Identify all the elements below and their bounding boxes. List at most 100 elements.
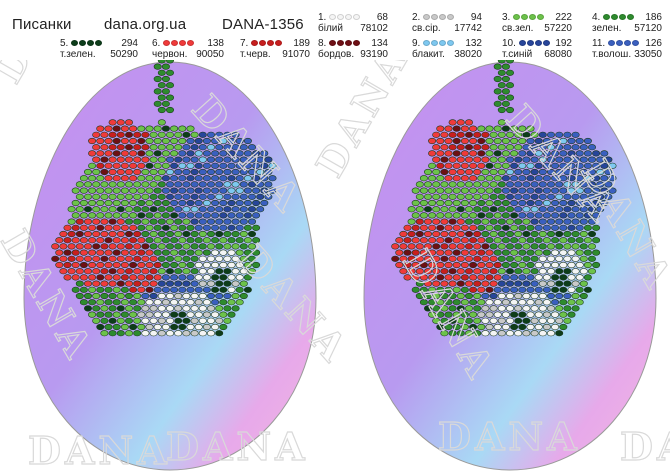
bead [215, 243, 224, 250]
bead [161, 237, 170, 244]
bead [456, 168, 465, 176]
bead [215, 317, 224, 324]
bead [63, 237, 72, 244]
bead [592, 249, 601, 256]
bead [235, 224, 244, 231]
bead [464, 305, 473, 312]
bead [542, 323, 551, 331]
bead [239, 206, 248, 213]
bead [120, 286, 129, 293]
bead [440, 230, 449, 238]
bead [112, 323, 121, 331]
bead [202, 175, 211, 182]
bead [75, 181, 84, 188]
bead [133, 292, 142, 300]
bead [477, 187, 486, 194]
bead [555, 168, 564, 176]
bead [100, 268, 109, 275]
bead [104, 150, 113, 157]
bead [145, 162, 154, 169]
bead [452, 137, 461, 145]
bead [92, 144, 101, 151]
bead [112, 274, 121, 281]
bead [432, 206, 441, 213]
bead [436, 187, 445, 194]
bead [407, 206, 416, 213]
bead [469, 286, 478, 293]
bead [555, 243, 564, 250]
bead [428, 212, 437, 219]
bead-swatch-icon [608, 38, 640, 49]
bead [223, 206, 232, 213]
bead [481, 243, 490, 250]
bead [186, 199, 195, 207]
bead [411, 199, 420, 207]
bead [231, 268, 240, 275]
bead [104, 175, 113, 182]
bead [108, 317, 117, 324]
bead [166, 230, 175, 238]
bead [145, 286, 154, 293]
bead [555, 206, 564, 213]
bead [501, 249, 510, 256]
bead [419, 212, 428, 219]
bead [153, 224, 162, 231]
bead [587, 156, 596, 163]
bead [202, 261, 211, 269]
bead [108, 292, 117, 300]
bead [207, 292, 216, 300]
bead [153, 175, 162, 182]
bead [428, 286, 437, 293]
bead [415, 230, 424, 238]
bead [407, 268, 416, 275]
bead [428, 224, 437, 231]
bead [477, 162, 486, 169]
bead [563, 280, 572, 287]
bead [563, 305, 572, 312]
bead [108, 243, 117, 250]
legend-count: 94 [470, 12, 482, 23]
bead [587, 218, 596, 225]
bead [497, 131, 506, 138]
bead [100, 131, 109, 138]
bead [464, 119, 473, 126]
bead [120, 299, 129, 306]
bead [215, 206, 224, 213]
bead [522, 218, 531, 225]
bead [559, 187, 568, 194]
bead [538, 168, 547, 176]
bead [456, 230, 465, 238]
bead [501, 199, 510, 207]
bead [571, 292, 580, 300]
bead [100, 330, 109, 337]
bead [153, 162, 162, 169]
bead [157, 69, 166, 76]
bead [493, 224, 502, 231]
bead [399, 268, 408, 275]
bead [456, 144, 465, 151]
bead [456, 280, 465, 287]
bead [563, 255, 572, 262]
bead [456, 131, 465, 138]
bead [219, 137, 228, 145]
bead [559, 199, 568, 207]
bead [440, 255, 449, 262]
bead [518, 286, 527, 293]
bead [559, 323, 568, 331]
bead [239, 193, 248, 200]
bead [452, 274, 461, 281]
bead [419, 187, 428, 194]
bead [592, 212, 601, 219]
bead [542, 224, 551, 231]
bead [112, 162, 121, 169]
bead [395, 261, 404, 269]
bead [604, 181, 613, 188]
bead [551, 137, 560, 145]
bead [518, 162, 527, 169]
bead [108, 218, 117, 225]
bead [141, 206, 150, 213]
bead [174, 280, 183, 287]
bead [526, 150, 535, 157]
bead [108, 156, 117, 163]
site-url[interactable]: dana.org.ua [104, 16, 187, 33]
